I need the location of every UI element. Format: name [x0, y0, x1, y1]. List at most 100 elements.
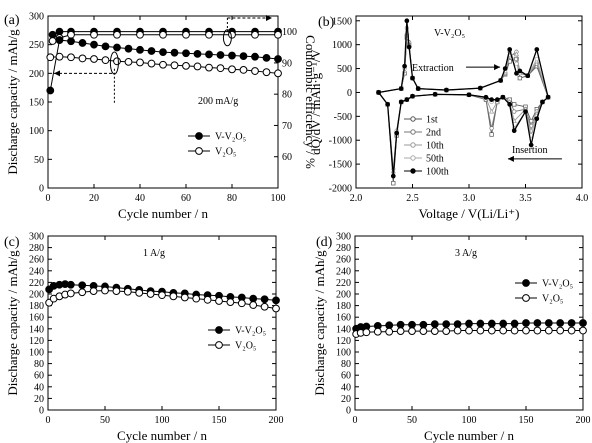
cv-point: [385, 102, 390, 107]
y-axis-title: Discharge capacity / mAh/g: [5, 250, 20, 396]
legend-marker: [410, 168, 416, 174]
y2-tick-label: 70: [282, 121, 292, 132]
y-tick-label: 150: [29, 98, 44, 109]
legend-label: V-V₂O₅: [215, 132, 246, 143]
capacity-series-point: [237, 299, 246, 308]
capacity-series-point: [579, 319, 587, 327]
capacity-series-point: [113, 57, 121, 66]
chart-title: V-V₂O₅: [434, 28, 465, 39]
legend-marker: [410, 129, 416, 135]
capacity-series-point: [442, 327, 451, 336]
capacity-series-point: [556, 319, 565, 327]
capacity-series-point: [419, 320, 428, 329]
capacity-series-point: [146, 290, 155, 298]
cv-point: [466, 92, 472, 98]
legend-label: 2nd: [426, 128, 441, 139]
capacity-series-point: [262, 53, 271, 62]
x-tick-label: 0: [46, 193, 51, 204]
cv-point: [489, 126, 494, 131]
capacity-series-point: [101, 42, 110, 51]
capacity-series-point: [239, 52, 248, 61]
y-tick-label: 40: [34, 382, 44, 393]
capacity-series-point: [180, 293, 189, 302]
capacity-series-point: [373, 327, 382, 336]
capacity-series-point: [135, 288, 144, 297]
panel-label: (c): [4, 235, 20, 250]
series-oval: [222, 29, 232, 47]
y2-tick-label: 80: [282, 90, 292, 101]
capacity-series-point: [89, 287, 98, 296]
efficiency-point: [228, 30, 236, 39]
y-tick-label: -2000: [329, 184, 352, 195]
x-tick-label: 2.5: [406, 193, 419, 204]
cv-point: [514, 56, 519, 62]
capacity-series-point: [147, 59, 156, 68]
capacity-series-point: [90, 55, 98, 63]
cv-point: [415, 86, 421, 91]
capacity-series-point: [408, 327, 416, 336]
capacity-series-point: [408, 320, 416, 329]
legend-label: 50th: [426, 154, 444, 165]
capacity-series-point: [112, 287, 121, 296]
y-tick-label: 100: [336, 348, 351, 359]
efficiency-point: [113, 30, 121, 39]
y2-tick-label: 90: [282, 58, 292, 69]
cv-point: [540, 99, 545, 105]
capacity-series-point: [78, 288, 87, 297]
x-tick-label: 0: [353, 415, 358, 426]
y-tick-label: 100: [29, 348, 44, 359]
cv-point: [483, 94, 489, 100]
capacity-series-point: [251, 52, 259, 61]
arrow-head: [507, 155, 514, 162]
capacity-series-point: [113, 43, 121, 52]
y-tick-label: 180: [29, 301, 44, 312]
y-tick-label: 40: [341, 382, 351, 393]
capacity-series-point: [249, 294, 258, 303]
capacity-series-point: [239, 65, 248, 74]
annotation-insertion: Insertion: [512, 145, 548, 156]
legend-label: V-V₂O₅: [235, 326, 266, 337]
capacity-series-point: [205, 63, 213, 72]
x-tick-label: 50: [407, 415, 417, 426]
capacity-series-point: [158, 291, 166, 300]
y-axis-title: Discharge capacity / mAh/g: [5, 29, 20, 175]
cv-point: [390, 173, 396, 179]
capacity-series-point: [192, 294, 201, 303]
capacity-series-point: [579, 326, 587, 335]
cv-point: [404, 97, 410, 102]
panel-d: 0 50 100 150 2000204060801001201401601802002…: [312, 232, 591, 443]
x-tick-label: 150: [519, 415, 534, 426]
capacity-series-point: [67, 53, 75, 62]
y-tick-label: 0: [347, 88, 352, 99]
y-tick-label: 280: [29, 243, 44, 254]
y-tick-label: 120: [336, 336, 351, 347]
legend-marker: [410, 155, 416, 161]
y-tick-label: 80: [34, 359, 44, 370]
capacity-series-point: [274, 69, 282, 78]
capacity-series-point: [78, 281, 87, 290]
y-tick-label: 60: [341, 371, 351, 382]
cv-point: [494, 97, 500, 102]
capacity-series-point: [260, 302, 269, 311]
capacity-series-point: [272, 296, 280, 305]
cv-point: [402, 63, 407, 69]
cv-point: [517, 68, 523, 74]
legend-marker: [522, 279, 530, 287]
capacity-series-point: [46, 53, 55, 62]
y-tick-label: 60: [34, 371, 44, 382]
capacity-series-point: [90, 40, 98, 49]
capacity-series-point: [46, 86, 55, 95]
cv-point: [398, 86, 404, 91]
legend-label: V₂O₅: [215, 147, 236, 158]
capacity-series-point: [228, 65, 236, 74]
capacity-series-point: [124, 57, 133, 66]
capacity-series-point: [216, 64, 225, 73]
capacity-series-point: [249, 301, 258, 309]
y-tick-label: -1500: [329, 160, 352, 171]
capacity-series-point: [124, 44, 133, 53]
y-tick-label: 260: [29, 255, 44, 266]
cv-point: [513, 51, 520, 57]
capacity-series-line: [355, 322, 583, 330]
rate-label: 3 A/g: [455, 248, 477, 259]
capacity-series-point: [465, 326, 473, 335]
